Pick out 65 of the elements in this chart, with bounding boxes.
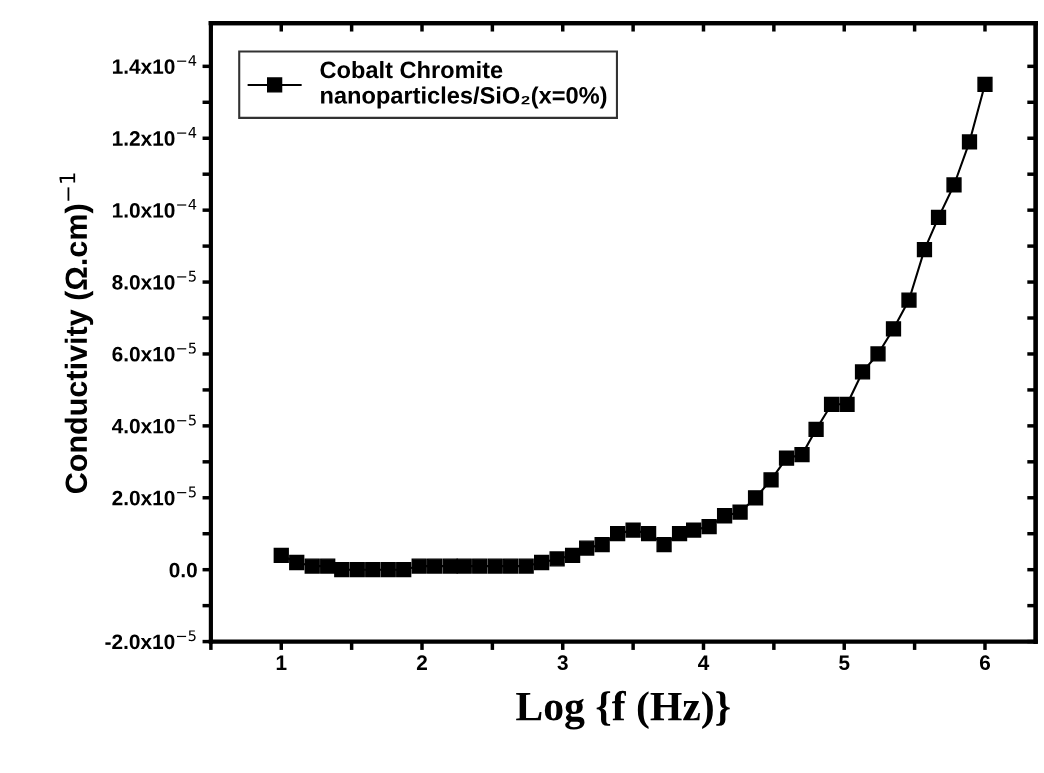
point (487, 558, 503, 574)
point (365, 562, 381, 578)
point (961, 134, 978, 150)
point (442, 558, 458, 574)
point (854, 364, 871, 380)
point (686, 522, 702, 538)
point (289, 554, 305, 571)
y-tick-label: 1.0x10$^{−4}$ (112, 198, 197, 218)
point (778, 450, 795, 466)
point (579, 540, 595, 556)
point (594, 536, 610, 553)
y-tick-label: 1.2x10$^{−4}$ (112, 127, 197, 146)
point (977, 76, 993, 92)
point (916, 242, 933, 258)
point (380, 562, 396, 578)
point (533, 554, 550, 571)
point (349, 562, 365, 578)
point (396, 562, 412, 578)
y-axis-title: Conductivity (Ω.cm)$^{−1}$ (59, 173, 94, 494)
x-tick-label: 4 (698, 655, 710, 670)
y-tick-label: 8.0x10$^{−5}$ (112, 270, 196, 290)
point (609, 526, 626, 542)
point (320, 558, 336, 574)
point (870, 346, 886, 362)
x-tick-label: 3 (557, 655, 568, 671)
point (656, 536, 672, 553)
point (518, 558, 534, 574)
x-tick-label: 6 (979, 655, 991, 671)
point (671, 526, 688, 542)
point (549, 551, 565, 567)
point (732, 504, 748, 520)
point (625, 522, 641, 538)
point (334, 562, 350, 578)
point (930, 209, 947, 225)
point (701, 518, 717, 535)
x-tick-label: 1 (276, 655, 287, 670)
y-tick-label: -2.0x10$^{−5}$ (105, 630, 196, 650)
point (839, 396, 855, 412)
x-tick-label: 2 (416, 655, 427, 670)
point (472, 558, 488, 574)
y-tick-label: 2.0x10$^{−5}$ (112, 486, 196, 506)
point (503, 558, 519, 574)
point (304, 558, 320, 574)
point (885, 321, 902, 337)
y-tick-label: 4.0x10$^{−5}$ (111, 414, 196, 434)
point (808, 421, 824, 438)
point (794, 446, 810, 463)
x-tick-label: 5 (839, 655, 850, 671)
point (411, 558, 427, 574)
point (716, 508, 733, 524)
point (747, 490, 764, 506)
point (640, 526, 657, 542)
y-tick-label: 0.0 (169, 562, 197, 578)
point (823, 396, 840, 412)
point (763, 472, 779, 488)
point (427, 558, 443, 574)
point (273, 547, 289, 563)
point (901, 292, 917, 308)
point (946, 177, 962, 193)
legend-label: Cobalt Chromite nanoparticles/SiO₂(x=0%) (320, 60, 607, 109)
y-tick-label: 1.4x10$^{−4}$ (112, 55, 197, 74)
point (564, 547, 581, 563)
y-tick-label: 6.0x10$^{−5}$ (112, 342, 196, 362)
point (456, 558, 472, 574)
x-axis-title: Log {f (Hz)} (516, 690, 730, 730)
